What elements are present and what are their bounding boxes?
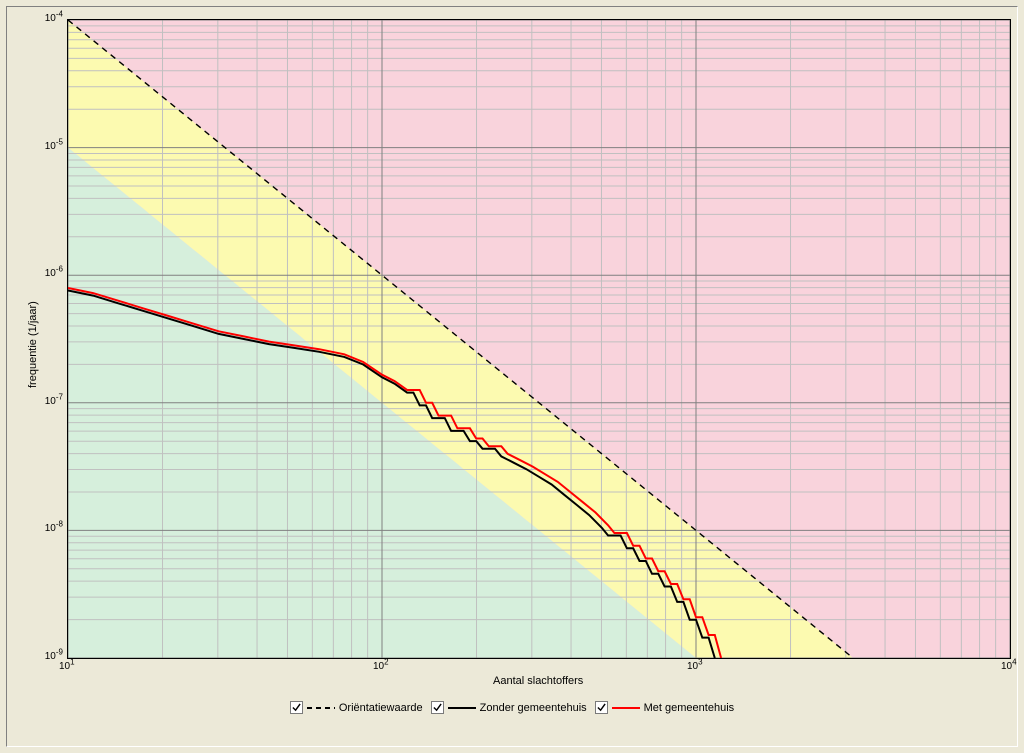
y-tick-label: 10-6 xyxy=(33,268,63,279)
x-tick-label: 103 xyxy=(687,661,703,672)
legend-checkbox[interactable] xyxy=(290,701,303,714)
legend-item: Met gemeentehuis xyxy=(595,701,735,714)
legend-label: Oriëntatiewaarde xyxy=(339,702,423,714)
legend-swatch-dashed xyxy=(307,703,335,713)
legend-item: Oriëntatiewaarde xyxy=(290,701,423,714)
y-tick-label: 10-8 xyxy=(33,523,63,534)
x-tick-label: 102 xyxy=(373,661,389,672)
legend-swatch-line xyxy=(448,703,476,713)
legend-item: Zonder gemeentehuis xyxy=(431,701,587,714)
x-axis-label: Aantal slachtoffers xyxy=(493,675,583,687)
legend: Oriëntatiewaarde Zonder gemeentehuis Met g… xyxy=(7,701,1017,714)
x-tick-label: 101 xyxy=(59,661,75,672)
plot-area xyxy=(67,19,1011,659)
legend-checkbox[interactable] xyxy=(595,701,608,714)
legend-swatch-line xyxy=(612,703,640,713)
legend-label: Zonder gemeentehuis xyxy=(480,702,587,714)
y-tick-label: 10-4 xyxy=(33,13,63,24)
y-axis-label: frequentie (1/jaar) xyxy=(27,301,39,388)
y-tick-label: 10-5 xyxy=(33,141,63,152)
x-tick-label: 104 xyxy=(1001,661,1017,672)
legend-checkbox[interactable] xyxy=(431,701,444,714)
chart-frame: frequentie (1/jaar) Aantal slachtoffers … xyxy=(6,6,1018,747)
y-tick-label: 10-7 xyxy=(33,396,63,407)
plot-svg xyxy=(68,20,1010,658)
legend-label: Met gemeentehuis xyxy=(644,702,735,714)
